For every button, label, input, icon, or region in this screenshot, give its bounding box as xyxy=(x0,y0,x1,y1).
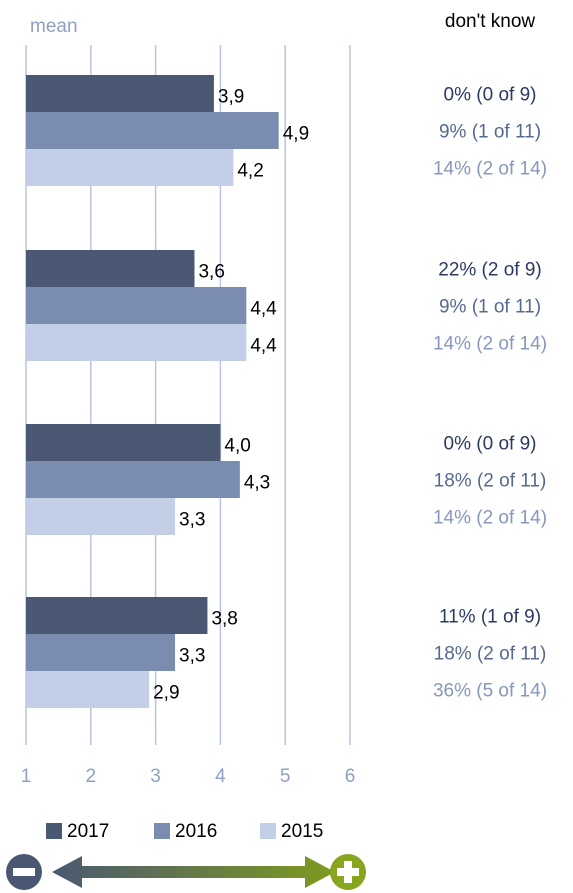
bar xyxy=(26,597,208,634)
data-label: 4,0 xyxy=(224,436,250,457)
dont-know-value: 22% (2 of 9) xyxy=(438,260,542,281)
dont-know-value: 14% (2 of 14) xyxy=(433,508,547,529)
dont-know-value: 0% (0 of 9) xyxy=(444,85,537,106)
data-label: 4,9 xyxy=(283,124,309,145)
arrow xyxy=(52,856,335,888)
legend-swatch xyxy=(154,823,170,839)
legend-label: 2015 xyxy=(281,821,323,842)
dont-know-header: don't know xyxy=(445,11,536,32)
bar xyxy=(26,112,279,149)
x-tick-label: 2 xyxy=(86,766,97,787)
x-tick-label: 6 xyxy=(345,766,356,787)
bar xyxy=(26,75,214,112)
x-tick-label: 1 xyxy=(21,766,32,787)
axis-label: mean xyxy=(30,16,78,37)
dont-know-value: 36% (5 of 14) xyxy=(433,681,547,702)
dont-know-value: 18% (2 of 11) xyxy=(434,644,547,665)
legend-swatch xyxy=(46,823,62,839)
dont-know-value: 14% (2 of 14) xyxy=(433,334,547,355)
bar xyxy=(26,461,240,498)
bar xyxy=(26,498,176,535)
x-tick-label: 4 xyxy=(215,766,226,787)
legend-swatch xyxy=(260,823,276,839)
data-label: 3,3 xyxy=(179,510,205,531)
bar xyxy=(26,324,247,361)
data-label: 3,6 xyxy=(198,262,224,283)
bar xyxy=(26,287,247,324)
dont-know-value: 9% (1 of 11) xyxy=(439,122,541,143)
scale-arrow xyxy=(6,854,366,890)
legend-label: 2017 xyxy=(67,821,109,842)
data-label: 3,8 xyxy=(211,609,237,630)
dont-know-value: 14% (2 of 14) xyxy=(433,159,547,180)
minus-sign xyxy=(13,868,35,876)
dont-know-value: 0% (0 of 9) xyxy=(444,434,537,455)
bar xyxy=(26,671,150,708)
x-tick-label: 3 xyxy=(150,766,161,787)
data-label: 3,3 xyxy=(179,646,205,667)
data-label: 4,4 xyxy=(250,336,277,357)
dont-know-value: 9% (1 of 11) xyxy=(439,297,541,318)
data-label: 4,4 xyxy=(250,299,277,320)
dont-know-value: 11% (1 of 9) xyxy=(439,607,541,628)
data-label: 2,9 xyxy=(153,683,179,704)
bar xyxy=(26,250,195,287)
plus-sign xyxy=(344,861,352,883)
data-label: 4,3 xyxy=(244,473,270,494)
data-label: 3,9 xyxy=(218,87,244,108)
data-label: 4,2 xyxy=(237,161,263,182)
dont-know-value: 18% (2 of 11) xyxy=(434,471,547,492)
bar xyxy=(26,149,234,186)
bar xyxy=(26,424,221,461)
bar xyxy=(26,634,176,671)
legend-label: 2016 xyxy=(175,821,217,842)
x-tick-label: 5 xyxy=(280,766,291,787)
